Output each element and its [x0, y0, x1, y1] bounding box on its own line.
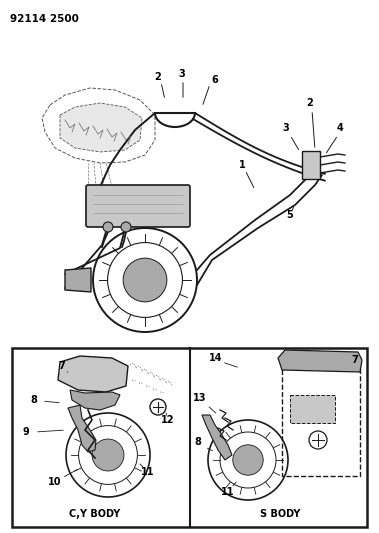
Polygon shape: [60, 103, 142, 152]
Text: C,Y BODY: C,Y BODY: [69, 509, 121, 519]
Text: 10: 10: [48, 477, 62, 487]
Text: 7: 7: [59, 361, 65, 371]
Circle shape: [123, 258, 167, 302]
Text: 2: 2: [155, 72, 161, 82]
Text: 8: 8: [31, 395, 38, 405]
Text: 4: 4: [337, 123, 343, 133]
Text: 7: 7: [352, 355, 359, 365]
Text: 92114 2500: 92114 2500: [10, 14, 79, 24]
Polygon shape: [70, 390, 120, 410]
Text: 12: 12: [161, 415, 175, 425]
Text: 3: 3: [179, 69, 185, 79]
Circle shape: [103, 222, 113, 232]
Text: 8: 8: [194, 437, 201, 447]
Polygon shape: [65, 268, 91, 292]
Polygon shape: [302, 151, 320, 179]
Polygon shape: [202, 415, 232, 460]
Text: 11: 11: [141, 467, 155, 477]
FancyBboxPatch shape: [86, 185, 190, 227]
Text: 1: 1: [239, 160, 245, 170]
Text: 11: 11: [221, 487, 235, 497]
Bar: [282, 358, 360, 476]
Circle shape: [121, 222, 131, 232]
Circle shape: [233, 445, 263, 475]
Text: 5: 5: [287, 210, 293, 220]
Text: 2: 2: [307, 98, 313, 108]
Bar: [12, 348, 367, 527]
Text: 3: 3: [283, 123, 290, 133]
Circle shape: [150, 399, 166, 415]
Text: S BODY: S BODY: [260, 509, 300, 519]
Bar: [290, 395, 335, 423]
Circle shape: [92, 439, 124, 471]
Text: 6: 6: [211, 75, 218, 85]
Polygon shape: [278, 350, 362, 372]
Polygon shape: [58, 356, 128, 392]
Circle shape: [309, 431, 327, 449]
Polygon shape: [68, 405, 96, 452]
Text: 14: 14: [209, 353, 223, 363]
Text: 9: 9: [23, 427, 30, 437]
Text: 13: 13: [193, 393, 207, 403]
